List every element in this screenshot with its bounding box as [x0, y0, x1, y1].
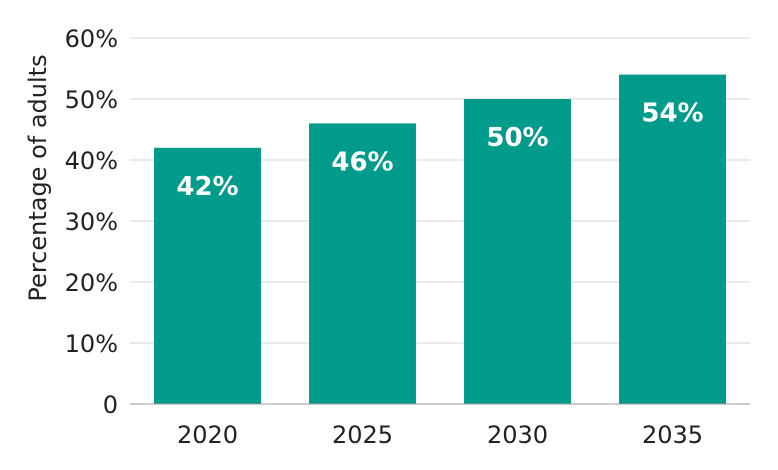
data-label-2020: 42% [176, 172, 238, 202]
bar-2035 [619, 74, 726, 404]
bar-2030 [464, 99, 571, 404]
data-label-2030: 50% [486, 123, 548, 153]
y-tick-label: 50% [65, 86, 118, 114]
bar-2025 [309, 123, 416, 405]
x-tick-label: 2025 [332, 421, 393, 449]
bars [154, 74, 726, 405]
y-tick-label: 60% [65, 25, 118, 53]
data-label-2035: 54% [641, 99, 703, 129]
x-tick-label: 2030 [487, 421, 548, 449]
x-tick-label: 2020 [177, 421, 238, 449]
labels: 0 10% 20% 30% 40% 50% 60% 42% 2020 46% 2025 50% 2030… [65, 25, 704, 449]
y-tick-label: 10% [65, 330, 118, 358]
y-tick-label: 20% [65, 269, 118, 297]
bar-2020 [154, 147, 261, 405]
y-tick-label: 40% [65, 147, 118, 175]
y-tick-label: 0 [103, 391, 118, 419]
y-tick-label: 30% [65, 208, 118, 236]
y-axis-label: Percentage of adults [24, 54, 52, 301]
x-tick-label: 2035 [642, 421, 703, 449]
data-label-2025: 46% [331, 147, 393, 177]
